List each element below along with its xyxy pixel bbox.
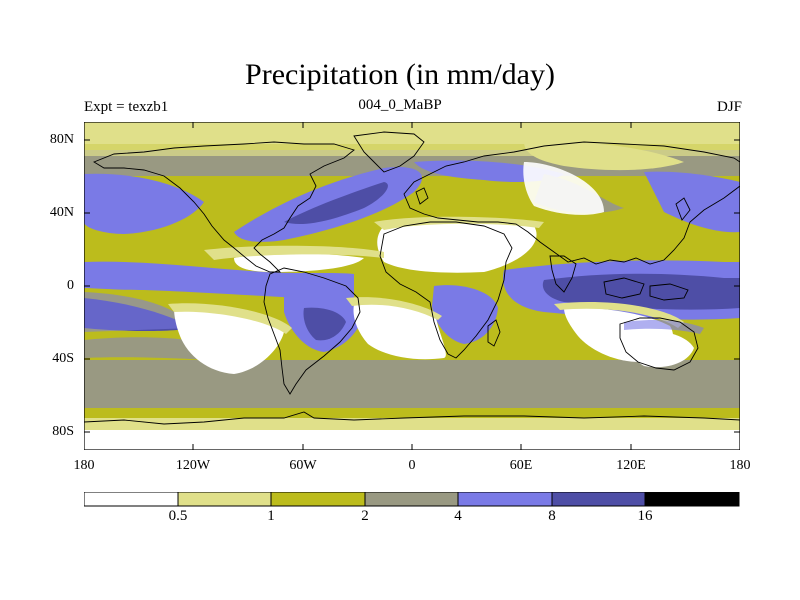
precipitation-field (84, 122, 740, 450)
colorbar-swatch (270, 492, 366, 507)
season-label: DJF (716, 99, 742, 115)
y-tick-label: 40N (49, 205, 74, 220)
x-tick-label: 60E (509, 458, 533, 473)
x-tick-label: 180 (729, 458, 751, 473)
colorbar-label: 4 (454, 508, 462, 524)
time-label: 004_0_MaBP (358, 97, 442, 113)
colorbar-swatch (644, 492, 740, 507)
x-tick-label: 120W (175, 458, 211, 473)
y-tick-label: 80S (52, 424, 74, 439)
y-tick-label: 80N (49, 132, 74, 147)
map-title: Precipitation (in mm/day) (245, 58, 555, 91)
colorbar-swatch (84, 492, 179, 507)
colorbar-swatch (364, 492, 459, 507)
colorbar-label: 2 (361, 508, 369, 524)
map-ticks (84, 122, 740, 450)
colorbar (84, 492, 740, 507)
y-tick-label: 0 (67, 278, 74, 293)
x-tick-label: 180 (73, 458, 95, 473)
x-tick-label: 0 (408, 458, 416, 473)
precipitation-map (84, 122, 740, 450)
experiment-label: Expt = texzb1 (84, 99, 169, 115)
x-tick-label: 60W (289, 458, 317, 473)
coastlines (84, 131, 740, 425)
colorbar-label: 1 (267, 508, 275, 524)
x-tick-label: 120E (616, 458, 646, 473)
colorbar-label: 8 (548, 508, 556, 524)
colorbar-label: 16 (637, 508, 653, 524)
y-tick-label: 40S (52, 351, 74, 366)
colorbar-label: 0.5 (168, 508, 188, 524)
colorbar-swatch (457, 492, 553, 507)
colorbar-swatch (551, 492, 646, 507)
colorbar-swatch (177, 492, 272, 507)
